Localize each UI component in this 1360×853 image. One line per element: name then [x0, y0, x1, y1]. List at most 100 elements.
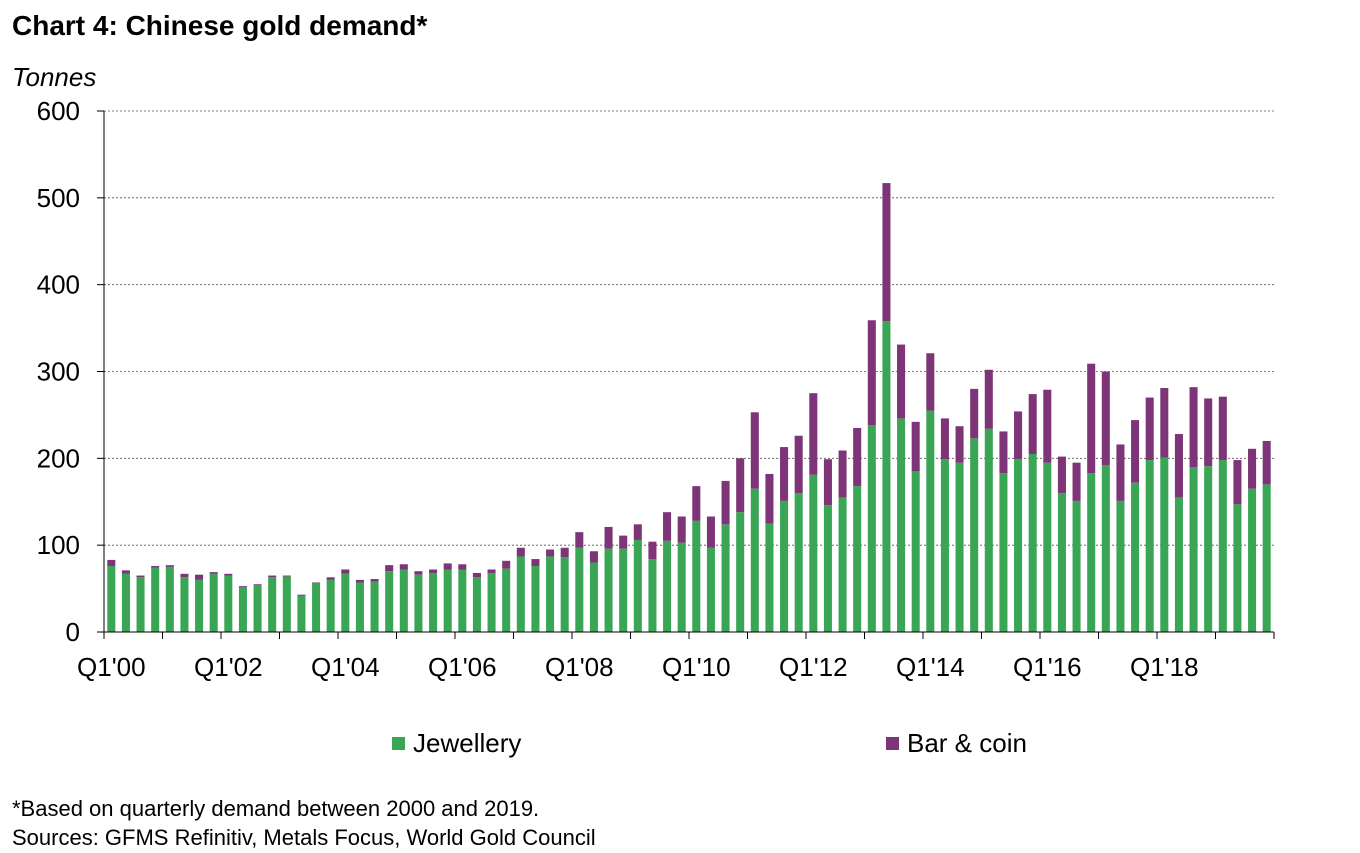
- bar-bar-coin: [750, 412, 759, 489]
- bar-jewellery: [940, 459, 949, 632]
- bar-jewellery: [648, 559, 657, 632]
- bar-bar-coin: [1174, 434, 1183, 498]
- bar-bar-coin: [633, 524, 642, 540]
- bar-bar-coin: [838, 450, 847, 498]
- bar-jewellery: [911, 471, 920, 632]
- bar-bar-coin: [853, 427, 862, 487]
- bar-jewellery: [1072, 500, 1081, 632]
- bar-bar-coin: [107, 559, 116, 567]
- bar-jewellery: [414, 574, 423, 632]
- y-tick-label: 300: [37, 357, 80, 387]
- bar-jewellery: [502, 568, 511, 632]
- bar-jewellery: [721, 524, 730, 632]
- x-tick-label: Q1'18: [1130, 652, 1199, 682]
- bar-jewellery: [1262, 484, 1271, 632]
- bar-jewellery: [589, 562, 598, 632]
- bar-bar-coin: [1101, 371, 1110, 466]
- bar-bar-coin: [765, 473, 774, 524]
- y-tick-label: 600: [37, 96, 80, 126]
- bar-jewellery: [882, 321, 891, 632]
- bar-bar-coin: [546, 549, 555, 557]
- bar-bar-coin: [1204, 398, 1213, 467]
- bar-jewellery: [1057, 493, 1066, 632]
- x-tick-label: Q1'12: [779, 652, 848, 682]
- footnote-block: *Based on quarterly demand between 2000 …: [12, 794, 596, 852]
- bar-bar-coin: [121, 570, 130, 574]
- axes: [97, 110, 1275, 639]
- bar-jewellery: [531, 566, 540, 632]
- bar-jewellery: [794, 493, 803, 632]
- bar-bar-coin: [341, 569, 350, 574]
- bar-jewellery: [224, 575, 233, 632]
- chart-title: Chart 4: Chinese gold demand*: [12, 10, 428, 41]
- bar-jewellery: [472, 577, 481, 632]
- bar-bar-coin: [443, 563, 452, 570]
- bar-jewellery: [1101, 465, 1110, 632]
- bar-jewellery: [809, 474, 818, 632]
- x-tick-label: Q1'16: [1013, 652, 1082, 682]
- bar-jewellery: [121, 573, 130, 632]
- bar-jewellery: [677, 542, 686, 632]
- bar-jewellery: [326, 579, 335, 632]
- x-tick-label: Q1'00: [77, 652, 146, 682]
- bar-jewellery: [458, 569, 467, 632]
- bar-jewellery: [765, 523, 774, 632]
- bar-jewellery: [546, 556, 555, 632]
- bar-jewellery: [355, 582, 364, 632]
- bar-bar-coin: [619, 535, 628, 549]
- bars: [107, 183, 1271, 632]
- stacked-bar-chart: 0 100 200 300 400 500 600 Q1'00 Q1'02 Q1'04 Q1'06…: [37, 96, 1275, 682]
- y-tick-labels: 0 100 200 300 400 500 600: [37, 96, 80, 647]
- bar-jewellery: [180, 577, 189, 632]
- bar-bar-coin: [721, 480, 730, 525]
- bar-bar-coin: [502, 560, 511, 569]
- bar-bar-coin: [385, 565, 394, 572]
- bar-bar-coin: [253, 584, 262, 586]
- bar-bar-coin: [589, 551, 598, 563]
- bar-jewellery: [136, 577, 145, 632]
- legend-label-bar-coin: Bar & coin: [907, 728, 1027, 758]
- bar-bar-coin: [1116, 444, 1125, 501]
- bar-bar-coin: [926, 353, 935, 411]
- bar-bar-coin: [560, 547, 569, 558]
- bar-bar-coin: [399, 564, 408, 570]
- bar-jewellery: [107, 566, 116, 632]
- bar-jewellery: [1218, 460, 1227, 632]
- bar-bar-coin: [604, 526, 613, 549]
- x-tick-label: Q1'14: [896, 652, 965, 682]
- bar-bar-coin: [1145, 397, 1154, 461]
- bar-bar-coin: [238, 585, 247, 587]
- x-tick-label: Q1'08: [545, 652, 614, 682]
- bar-jewellery: [750, 488, 759, 632]
- legend-label-jewellery: Jewellery: [413, 728, 522, 758]
- bar-bar-coin: [487, 569, 496, 573]
- bar-bar-coin: [984, 369, 993, 429]
- y-tick-label: 400: [37, 270, 80, 300]
- bar-jewellery: [999, 473, 1008, 632]
- bar-jewellery: [151, 567, 160, 632]
- bar-bar-coin: [355, 579, 364, 583]
- bar-jewellery: [312, 583, 321, 632]
- bar-jewellery: [487, 572, 496, 632]
- bar-jewellery: [663, 540, 672, 632]
- bar-bar-coin: [1014, 411, 1023, 460]
- bar-bar-coin: [297, 594, 306, 596]
- bar-jewellery: [604, 548, 613, 632]
- bar-jewellery: [238, 586, 247, 632]
- bar-jewellery: [1248, 488, 1257, 632]
- bar-jewellery: [1189, 467, 1198, 632]
- bar-bar-coin: [165, 565, 174, 567]
- bar-bar-coin: [1131, 420, 1140, 483]
- bar-bar-coin: [648, 541, 657, 560]
- sources: Sources: GFMS Refinitiv, Metals Focus, W…: [12, 825, 596, 850]
- footnote: *Based on quarterly demand between 2000 …: [12, 796, 540, 821]
- bar-bar-coin: [1262, 440, 1271, 485]
- bar-bar-coin: [692, 486, 701, 521]
- bar-bar-coin: [780, 447, 789, 501]
- bar-jewellery: [1233, 504, 1242, 632]
- bar-jewellery: [516, 556, 525, 632]
- bar-jewellery: [370, 581, 379, 632]
- bar-bar-coin: [970, 388, 979, 439]
- bar-jewellery: [692, 520, 701, 632]
- bar-bar-coin: [911, 421, 920, 472]
